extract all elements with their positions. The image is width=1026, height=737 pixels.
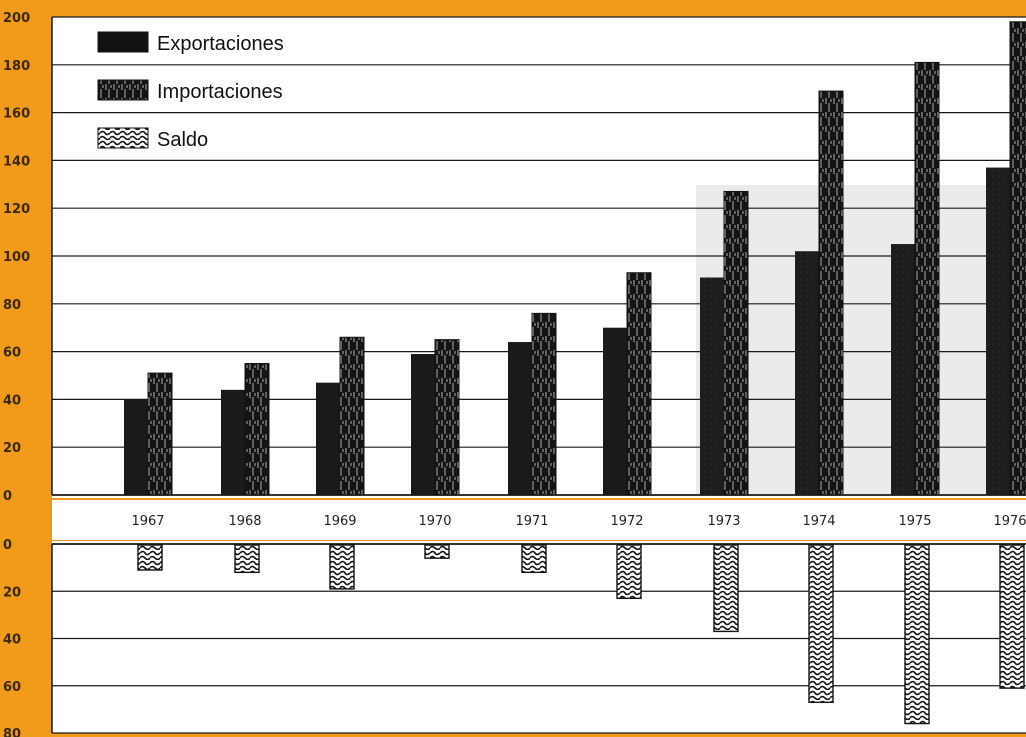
bottom-y-tick-label: 0: [3, 538, 12, 553]
top-y-tick-label: 200: [3, 11, 30, 26]
legend-label: Exportaciones: [157, 33, 284, 55]
year-label: 1968: [228, 514, 261, 529]
legend-swatch: [97, 127, 149, 149]
export-bar: [700, 277, 724, 495]
top-y-tick-label: 140: [3, 154, 30, 169]
import-bar: [434, 339, 460, 496]
year-label: 1975: [898, 514, 931, 529]
top-y-tick-label: 180: [3, 59, 30, 74]
balance-bar: [234, 544, 260, 574]
year-label-band: [52, 500, 1026, 540]
balance-bar: [999, 544, 1025, 689]
top-y-tick-label: 0: [3, 489, 12, 504]
balance-bar: [424, 544, 450, 559]
top-y-tick-label: 100: [3, 250, 30, 265]
balance-bar: [904, 544, 930, 725]
top-y-tick-label: 60: [3, 346, 21, 361]
legend-swatch: [97, 79, 149, 101]
year-label: 1973: [707, 514, 740, 529]
year-label: 1972: [610, 514, 643, 529]
export-bar: [795, 251, 819, 495]
balance-bar: [808, 544, 834, 703]
balance-bar: [713, 544, 739, 633]
legend-label: Saldo: [157, 129, 208, 151]
bottom-y-tick-label: 60: [3, 680, 21, 695]
year-label: 1967: [131, 514, 164, 529]
import-bar: [914, 61, 940, 496]
export-bar: [221, 389, 245, 495]
top-y-tick-label: 160: [3, 107, 30, 122]
import-bar: [339, 336, 365, 496]
export-bar: [124, 399, 148, 495]
import-bar: [1009, 21, 1026, 496]
balance-bar: [616, 544, 642, 600]
import-bar: [147, 372, 173, 496]
bottom-y-tick-label: 80: [3, 727, 21, 737]
import-bar: [531, 312, 557, 496]
legend-swatch: [97, 31, 149, 53]
export-bar: [891, 244, 915, 495]
export-bar: [508, 342, 532, 495]
import-bar: [723, 190, 749, 496]
balance-bar: [521, 544, 547, 574]
year-label: 1976: [993, 514, 1026, 529]
year-label: 1974: [802, 514, 835, 529]
import-bar: [244, 363, 270, 496]
bottom-y-tick-label: 20: [3, 585, 21, 600]
import-bar: [626, 272, 652, 496]
export-bar: [603, 327, 627, 495]
export-bar: [316, 382, 340, 495]
balance-bar: [137, 544, 163, 571]
shaded-zone: [696, 185, 1026, 495]
year-label: 1970: [418, 514, 451, 529]
year-label: 1969: [323, 514, 356, 529]
export-bar: [986, 167, 1010, 495]
balance-bar: [329, 544, 355, 590]
legend-label: Importaciones: [157, 81, 283, 103]
top-y-tick-label: 120: [3, 202, 30, 217]
bottom-y-tick-label: 40: [3, 633, 21, 648]
import-bar: [818, 90, 844, 496]
top-y-tick-label: 20: [3, 441, 21, 456]
top-y-tick-label: 80: [3, 298, 21, 313]
export-bar: [411, 353, 435, 495]
top-y-tick-label: 40: [3, 393, 21, 408]
year-label: 1971: [515, 514, 548, 529]
